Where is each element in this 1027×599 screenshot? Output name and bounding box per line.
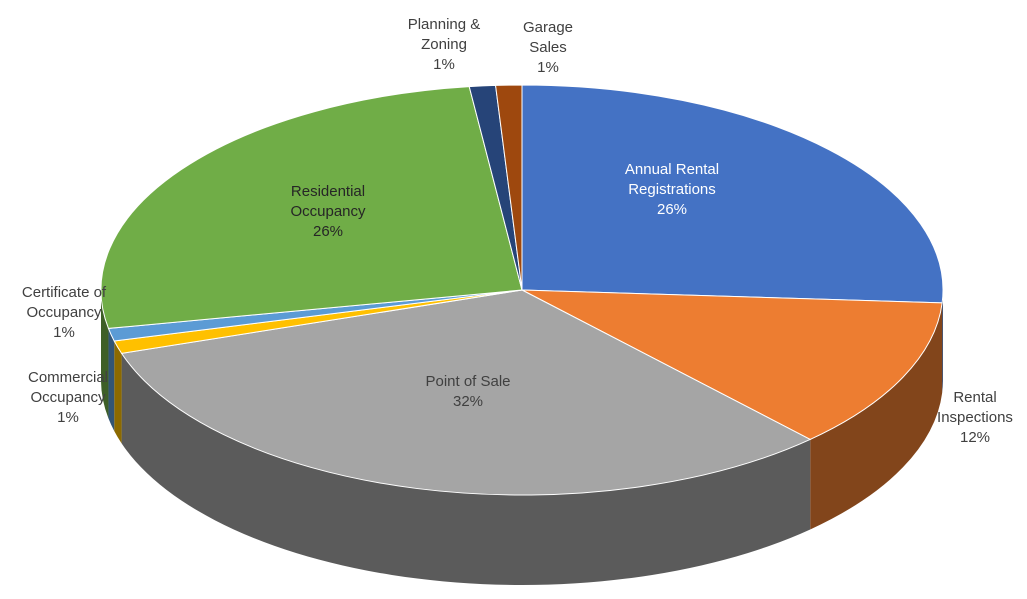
data-label: Rental Inspections 12%: [925, 388, 1025, 448]
data-label: Commercial Occupancy 1%: [13, 368, 123, 428]
slice-side: [108, 328, 115, 431]
slice: [521, 84, 944, 304]
slice-side: [114, 340, 122, 444]
data-label: Planning & Zoning 1%: [394, 15, 494, 75]
value-label: 12%: [959, 429, 991, 446]
value-label: 1%: [433, 56, 455, 73]
category-label: Planning & Zoning: [407, 16, 481, 53]
category-label: Commercial Occupancy: [27, 369, 108, 406]
slice-side: [942, 290, 943, 393]
category-label: Annual Rental Registrations: [624, 161, 720, 198]
data-label: Certificate of Occupancy 1%: [4, 283, 124, 343]
category-label: Certificate of Occupancy: [21, 284, 107, 321]
data-label: Point of Sale 32%: [408, 372, 528, 412]
data-label: Residential Occupancy 26%: [268, 182, 388, 242]
slice: [494, 84, 523, 291]
value-label: 26%: [656, 201, 688, 218]
value-label: 32%: [452, 393, 484, 410]
category-label: Point of Sale: [425, 373, 511, 390]
slice: [521, 289, 943, 440]
slice: [100, 86, 523, 329]
data-label: Annual Rental Registrations 26%: [602, 160, 742, 220]
slice: [120, 289, 812, 496]
category-label: Rental Inspections: [937, 389, 1013, 426]
data-label: Garage Sales 1%: [513, 18, 583, 78]
value-label: 1%: [537, 59, 559, 76]
value-label: 1%: [57, 409, 79, 426]
category-label: Garage Sales: [522, 19, 574, 56]
category-label: Residential Occupancy: [290, 183, 366, 220]
value-label: 1%: [53, 324, 75, 341]
slice-side: [101, 290, 109, 419]
slice-side: [810, 302, 943, 530]
value-label: 26%: [312, 223, 344, 240]
slice-side: [121, 353, 811, 586]
